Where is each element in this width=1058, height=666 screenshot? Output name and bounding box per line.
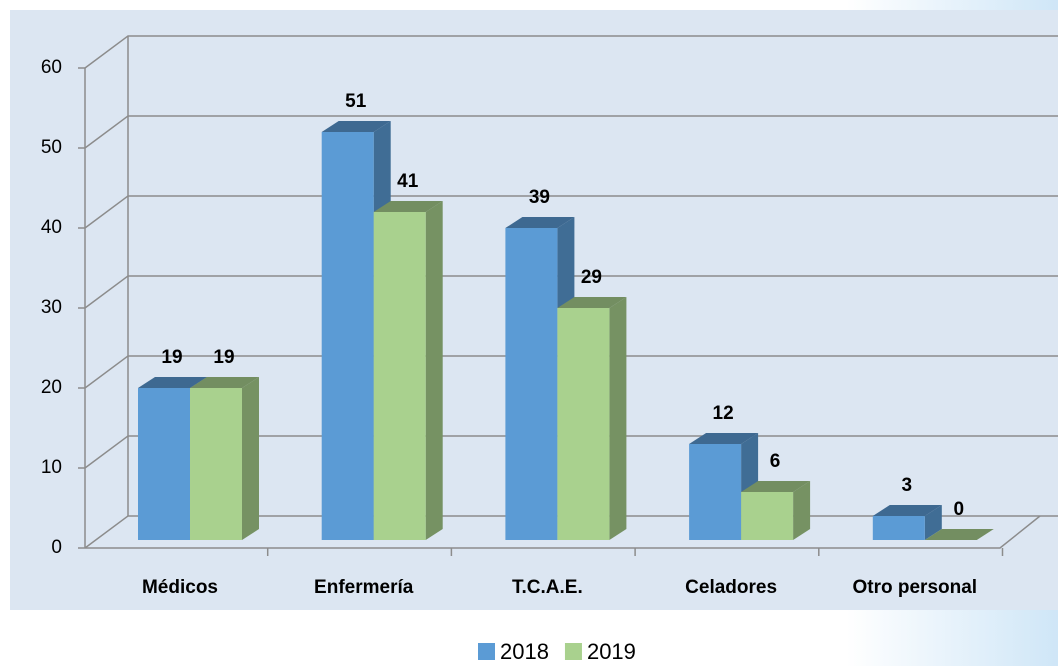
- y-tick-label: 0: [51, 537, 62, 558]
- value-label: 12: [713, 403, 734, 424]
- bar: [190, 388, 242, 540]
- value-label: 29: [581, 267, 602, 288]
- x-tick-label: T.C.A.E.: [512, 577, 583, 598]
- y-tick-label: 20: [41, 377, 62, 398]
- bar-top: [138, 377, 207, 388]
- value-label: 41: [397, 171, 419, 192]
- bar-top: [373, 201, 443, 212]
- bar-side: [609, 297, 627, 540]
- bar: [373, 212, 426, 540]
- bar-top: [741, 481, 811, 492]
- grid-line: [84, 35, 1058, 69]
- bar-side: [425, 201, 443, 540]
- legend-label: 2019: [587, 639, 636, 664]
- bar-top: [557, 297, 627, 308]
- bar-side: [242, 377, 259, 540]
- bar-top: [689, 433, 759, 444]
- value-label: 19: [213, 347, 234, 368]
- y-tick-label: 50: [41, 137, 62, 158]
- grid-line: [84, 355, 1058, 389]
- y-tick-label: 30: [41, 297, 62, 318]
- x-tick-label: Médicos: [142, 577, 218, 598]
- value-label: 39: [529, 187, 550, 208]
- bar-top: [872, 505, 942, 516]
- bar-side: [793, 481, 811, 540]
- value-label: 0: [954, 499, 965, 520]
- bar: [741, 492, 794, 540]
- y-tick-label: 40: [41, 217, 62, 238]
- bar-top: [924, 529, 994, 540]
- grid-line: [84, 115, 1058, 149]
- bar-top: [321, 121, 391, 132]
- x-tick-label: Celadores: [685, 577, 777, 598]
- legend-swatch: [564, 643, 582, 660]
- legend-label: 2018: [500, 639, 549, 664]
- floor-edge: [85, 515, 1041, 549]
- bar: [505, 228, 558, 540]
- bar: [872, 516, 925, 540]
- bar-top: [190, 377, 259, 388]
- bar-top: [505, 217, 575, 228]
- x-tick-label: Otro personal: [853, 577, 978, 598]
- value-label: 3: [902, 475, 913, 496]
- bar: [689, 444, 742, 540]
- bar: [557, 308, 610, 540]
- y-tick-label: 10: [41, 457, 62, 478]
- value-label: 51: [345, 91, 367, 112]
- value-label: 19: [161, 347, 182, 368]
- bar: [321, 132, 374, 540]
- y-tick-label: 60: [41, 57, 62, 78]
- bar-side: [924, 505, 942, 540]
- bar: [138, 388, 190, 540]
- x-tick-label: Enfermería: [314, 577, 414, 598]
- grid-line: [84, 275, 1058, 309]
- grid-line: [84, 195, 1058, 229]
- legend-swatch: [478, 643, 495, 660]
- value-label: 6: [770, 451, 781, 472]
